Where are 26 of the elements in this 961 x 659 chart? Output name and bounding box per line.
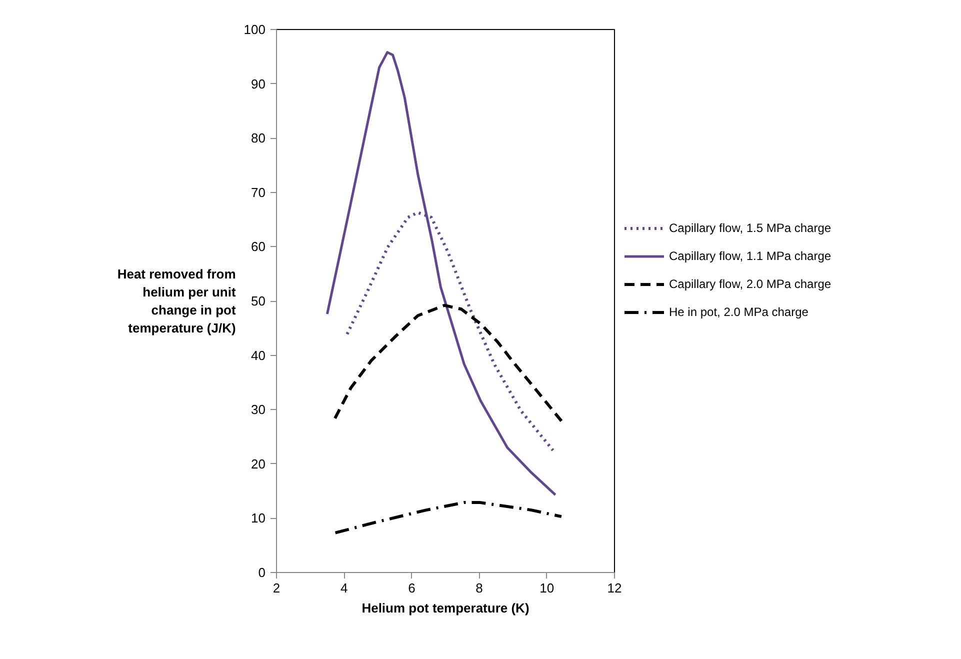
legend-label: He in pot, 2.0 MPa charge [669,305,808,319]
y-tick-label: 10 [251,510,266,526]
y-tick-label: 90 [251,76,266,92]
legend-label: Capillary flow, 2.0 MPa charge [669,277,832,291]
x-tick-label: 4 [340,580,348,596]
y-tick-label: 100 [244,22,266,37]
legend-label: Capillary flow, 1.5 MPa charge [669,221,832,235]
y-tick-label: 50 [251,294,266,308]
x-axis-title: Helium pot temperature (K) [362,600,530,616]
y-tick-label: 20 [251,456,266,472]
legend-label: Capillary flow, 1.1 MPa charge [669,249,832,263]
x-tick-label: 8 [476,580,483,596]
line-series [326,51,557,496]
x-tick-label: 6 [408,580,416,596]
line-series [333,304,563,423]
line-series [334,500,563,534]
y-axis-title: Heat removed from helium per unit change in pot temperature (J/K) [117,266,236,336]
x-tick-label: 12 [607,580,622,596]
y-tick-label: 40 [251,348,266,363]
x-tick-label: 2 [272,580,280,596]
x-tick-label: 10 [540,580,554,596]
y-tick-label: 80 [251,130,266,146]
y-tick-label: 70 [251,184,266,200]
y-tick-label: 0 [258,565,266,580]
y-tick-label: 30 [251,402,266,418]
y-tick-label: 60 [251,239,266,254]
